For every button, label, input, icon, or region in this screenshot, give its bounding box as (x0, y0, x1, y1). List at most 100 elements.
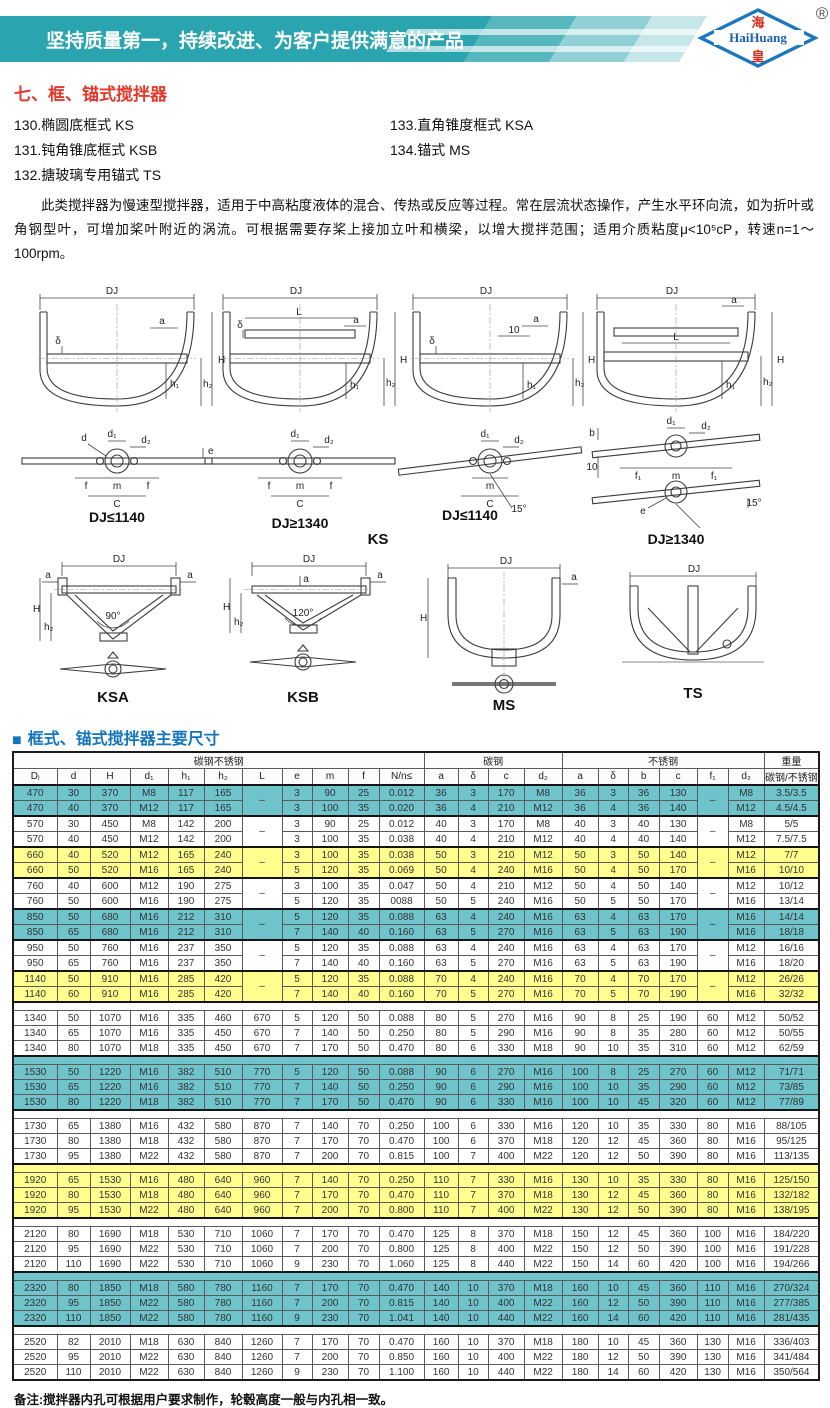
table-cell: 0.815 (378, 1148, 425, 1165)
table-cell: 290 (487, 1025, 525, 1041)
table-cell: 1850 (89, 1280, 131, 1296)
table-cell: M16 (727, 986, 765, 1003)
table-cell: 360 (658, 1334, 698, 1350)
table-cell: 36 (627, 800, 660, 817)
table-cell: 2120 (12, 1226, 58, 1242)
table-cell: 480 (167, 1187, 205, 1203)
table-cell: 120 (561, 1133, 599, 1149)
dim-label: δ (429, 336, 435, 347)
table-cell: 70 (561, 970, 599, 987)
table-cell: 50 (561, 862, 599, 879)
banner-slogan: 坚持质量第一，持续改进、为客户提供满意的产品 (46, 29, 464, 52)
table-cell: 630 (167, 1349, 205, 1365)
table-cell: 240 (487, 970, 525, 987)
table-cell: 70 (347, 1172, 380, 1188)
table-cell: 6 (457, 1040, 489, 1057)
table-cell: 270 (487, 986, 525, 1003)
table-cell: 270 (487, 955, 525, 972)
table-cell: 40 (561, 815, 599, 832)
table-row: 760 50 600 M16 190 275 5 120 35 0088 50 5 240 M16 50 5 5… (12, 893, 820, 910)
table-cell: M22 (129, 1256, 169, 1273)
table-cell: 80 (696, 1148, 729, 1165)
table-cell: 840 (203, 1334, 243, 1350)
table-cell: 770 (241, 1064, 283, 1080)
table-row: 1530 50 1220 M16 382 510 770 5 120 50 0.088 90 6 270 M… (12, 1064, 820, 1080)
table-cell: 480 (167, 1172, 205, 1188)
table-cell: 10 (597, 1040, 629, 1057)
table-cell: M22 (523, 1148, 563, 1165)
group-spacer (12, 1163, 820, 1173)
table-cell: M12 (727, 846, 765, 863)
table-cell: 1060 (241, 1226, 283, 1242)
table-cell: M18 (523, 1334, 563, 1350)
table-cell: 7 (281, 924, 313, 941)
table-cell: 420 (658, 1364, 698, 1381)
table-cell: 140 (311, 924, 349, 941)
table-row: 2520 110 2010 M22 630 840 1260 9 230 70 1.100 160 10… (12, 1364, 820, 1381)
table-cell: 95 (56, 1295, 91, 1311)
type-label-ks: KS (368, 531, 389, 548)
table-cell: 26/26 (763, 970, 820, 987)
table-cell: M22 (129, 1349, 169, 1365)
table-cell: 2520 (12, 1334, 58, 1350)
table-cell: 580 (167, 1295, 205, 1311)
table-cell: 80 (56, 1133, 91, 1149)
dim-label: 10 (508, 325, 520, 336)
table-cell: 5 (281, 970, 313, 987)
table-cell: 190 (658, 924, 698, 941)
table-cell: 580 (167, 1310, 205, 1327)
table-cell: 710 (203, 1226, 243, 1242)
column-header: a (561, 768, 599, 786)
table-cell: 60 (696, 1094, 729, 1111)
table-cell: 30 (56, 815, 91, 832)
table-cell: M12 (523, 800, 563, 817)
table-cell: 12 (597, 1349, 629, 1365)
table-cell: 18/20 (763, 955, 820, 972)
table-cell: – (241, 877, 283, 910)
table-cell: 25 (347, 815, 380, 832)
list-item: 132.搪玻璃专用锚式 TS (14, 167, 162, 183)
table-cell: 10 (457, 1364, 489, 1381)
table-cell: 12 (597, 1226, 629, 1242)
table-cell: 16/16 (763, 939, 820, 956)
column-group-header: 不锈钢 (561, 751, 765, 769)
table-cell: 330 (487, 1172, 525, 1188)
table-cell: 36 (423, 800, 459, 817)
table-row: 1730 95 1380 M22 432 580 870 7 200 70 0.815 100 7 400… (12, 1148, 820, 1165)
diagram-label: DJ≥1340 (272, 515, 329, 531)
dim-label: a (45, 570, 51, 581)
table-row: 470 40 370 M12 117 165 3 100 35 0.020 36 4 210 M12 36 4… (12, 800, 820, 817)
table-cell: 1380 (89, 1118, 131, 1134)
table-cell: 310 (658, 1040, 698, 1057)
table-cell: 270 (487, 924, 525, 941)
table-cell: 1530 (89, 1187, 131, 1203)
table-cell: 50 (423, 846, 459, 863)
table-cell: 2010 (89, 1364, 131, 1381)
table-cell: 2010 (89, 1349, 131, 1365)
table-cell: M16 (129, 908, 169, 925)
table-cell: 25 (347, 784, 380, 801)
table-cell: 120 (311, 862, 349, 879)
table-cell: 80 (56, 1040, 91, 1057)
table-cell: 10 (597, 1334, 629, 1350)
table-cell: M18 (523, 1187, 563, 1203)
diagram-ks-large: DJ L a δ H h₁ h₂ d₁ d₂ m f f C DJ≥1340 (204, 286, 407, 548)
table-cell: 70 (347, 1187, 380, 1203)
table-cell: 5 (281, 1010, 313, 1026)
table-heading: ■ 框式、锚式搅拌器主要尺寸 (12, 725, 830, 749)
table-cell: 0.850 (378, 1349, 425, 1365)
table-cell: 1850 (89, 1310, 131, 1327)
table-cell: 275 (203, 877, 243, 894)
table-cell: 1530 (12, 1064, 58, 1080)
table-cell: 870 (241, 1118, 283, 1134)
table-cell: 0.088 (378, 908, 425, 925)
table-cell: M12 (129, 846, 169, 863)
table-cell: 88/105 (763, 1118, 820, 1134)
table-cell: 194/266 (763, 1256, 820, 1273)
table-row: 850 65 680 M16 212 310 7 140 40 0.160 63 5 270 M16 63 5… (12, 924, 820, 941)
table-cell: 63 (561, 908, 599, 925)
table-cell: M12 (727, 877, 765, 894)
table-cell: 40 (347, 924, 380, 941)
table-cell: M16 (523, 924, 563, 941)
table-cell: 170 (311, 1133, 349, 1149)
